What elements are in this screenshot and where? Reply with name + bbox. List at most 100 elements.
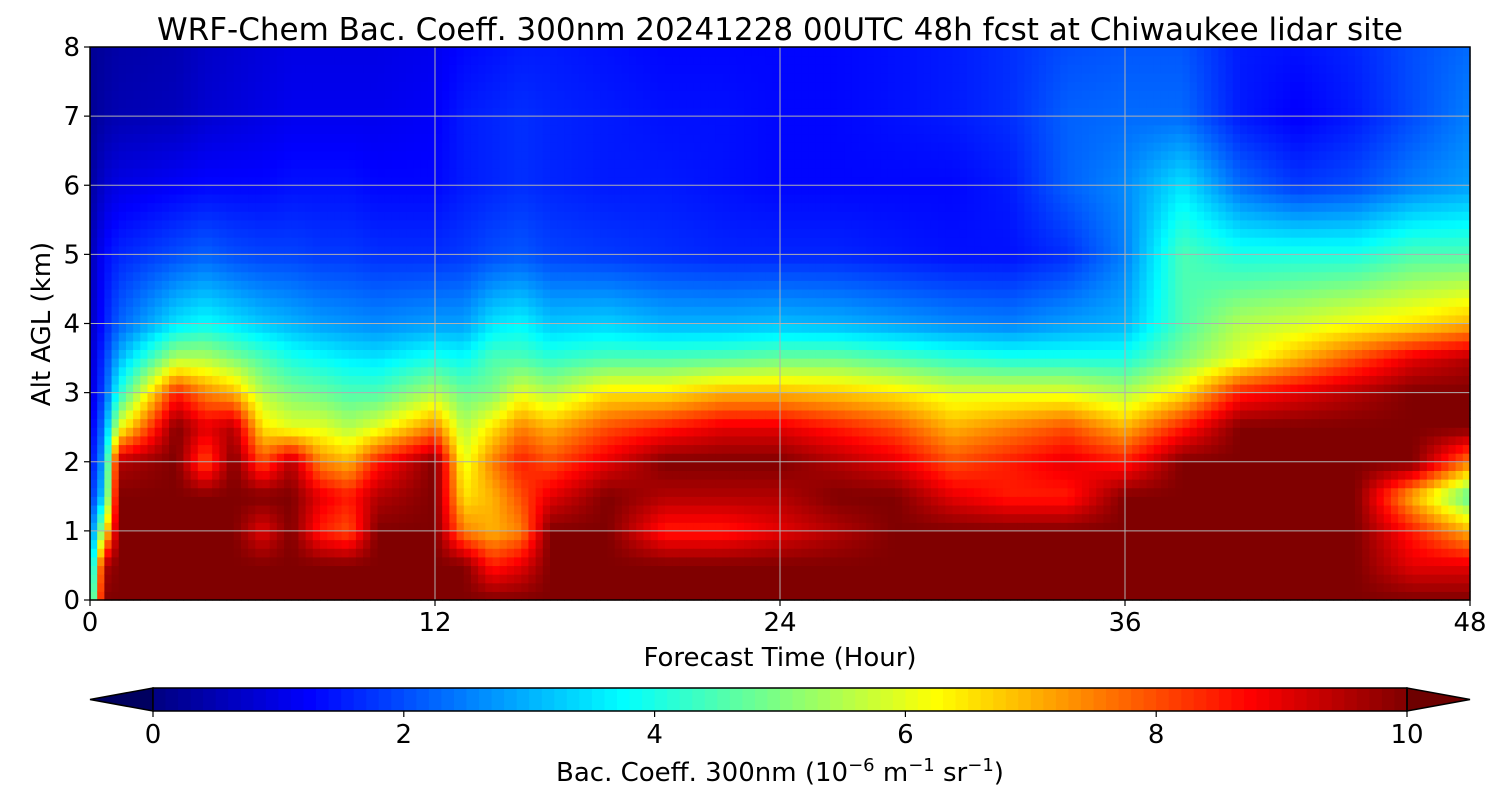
heatmap-cell — [571, 349, 580, 359]
heatmap-cell — [197, 591, 206, 601]
heatmap-cell — [557, 245, 565, 255]
heatmap-cell — [327, 159, 335, 169]
heatmap-cell — [499, 211, 508, 221]
heatmap-cell — [607, 245, 616, 255]
heatmap-cell — [291, 496, 300, 506]
heatmap-cell — [557, 418, 565, 428]
heatmap-cell — [420, 556, 429, 567]
heatmap-cell — [190, 219, 199, 230]
heatmap-cell — [312, 228, 321, 238]
heatmap-cell — [384, 133, 393, 143]
heatmap-cell — [636, 358, 645, 368]
heatmap-cell — [571, 219, 580, 230]
heatmap-cell — [334, 340, 343, 351]
heatmap-cell — [327, 185, 335, 195]
heatmap-cell — [320, 72, 328, 83]
heatmap-cell — [506, 64, 515, 74]
heatmap-cell — [125, 323, 134, 333]
heatmap-cell — [621, 409, 630, 420]
heatmap-cell — [485, 496, 494, 506]
heatmap-cell — [542, 219, 551, 230]
heatmap-cell — [413, 219, 422, 230]
heatmap-cell — [269, 185, 278, 195]
heatmap-cell — [413, 167, 422, 178]
heatmap-cell — [140, 349, 149, 359]
heatmap-cell — [133, 522, 141, 532]
heatmap-cell — [377, 237, 386, 247]
heatmap-cell — [176, 72, 185, 83]
heatmap-cell — [571, 479, 580, 489]
heatmap-cell — [298, 479, 307, 489]
heatmap-cell — [154, 237, 163, 247]
heatmap-cell — [614, 228, 623, 238]
heatmap-cell — [262, 306, 271, 316]
heatmap-cell — [133, 349, 141, 359]
heatmap-cell — [97, 496, 105, 506]
heatmap-cell — [391, 116, 400, 126]
heatmap-cell — [255, 55, 264, 65]
heatmap-cell — [571, 47, 580, 57]
heatmap-cell — [205, 142, 213, 152]
heatmap-cell — [291, 539, 300, 549]
heatmap-cell — [571, 98, 580, 109]
heatmap-cell — [312, 107, 321, 117]
heatmap-cell — [219, 306, 228, 316]
heatmap-cell — [470, 81, 479, 91]
heatmap-cell — [427, 263, 436, 273]
heatmap-cell — [449, 461, 458, 471]
heatmap-cell — [240, 297, 249, 307]
heatmap-cell — [334, 81, 343, 91]
heatmap-cell — [327, 167, 335, 178]
heatmap-cell — [355, 349, 364, 359]
heatmap-cell — [154, 72, 163, 83]
heatmap-cell — [269, 133, 278, 143]
heatmap-cell — [276, 539, 285, 549]
heatmap-cell — [506, 427, 515, 437]
heatmap-cell — [370, 211, 379, 221]
heatmap-cell — [276, 202, 285, 212]
heatmap-cell — [190, 565, 199, 575]
heatmap-cell — [621, 435, 630, 446]
heatmap-cell — [578, 98, 587, 109]
heatmap-cell — [607, 176, 616, 186]
heatmap-cell — [377, 383, 386, 394]
heatmap-cell — [97, 401, 105, 411]
heatmap-cell — [305, 470, 314, 480]
heatmap-cell — [284, 107, 292, 117]
heatmap-cell — [212, 64, 220, 74]
heatmap-cell — [391, 142, 400, 152]
heatmap-cell — [226, 513, 235, 523]
heatmap-cell — [585, 124, 594, 135]
heatmap-cell — [140, 159, 149, 169]
heatmap-cell — [384, 271, 393, 281]
heatmap-cell — [212, 297, 220, 307]
heatmap-cell — [298, 297, 307, 307]
heatmap-cell — [607, 435, 616, 446]
heatmap-cell — [255, 487, 264, 497]
heatmap-cell — [456, 496, 465, 506]
heatmap-cell — [413, 548, 422, 558]
heatmap-cell — [111, 314, 120, 325]
heatmap-cell — [320, 444, 328, 454]
heatmap-cell — [456, 288, 465, 299]
heatmap-cell — [420, 116, 429, 126]
heatmap-cell — [442, 470, 450, 480]
heatmap-cell — [391, 176, 400, 186]
heatmap-cell — [629, 98, 637, 109]
heatmap-cell — [341, 427, 350, 437]
heatmap-cell — [197, 366, 206, 376]
heatmap-cell — [255, 314, 264, 325]
heatmap-cell — [406, 297, 415, 307]
heatmap-cell — [298, 81, 307, 91]
heatmap-cell — [233, 530, 242, 541]
heatmap-cell — [226, 185, 235, 195]
heatmap-cell — [125, 556, 134, 567]
heatmap-cell — [219, 435, 228, 446]
heatmap-cell — [391, 314, 400, 325]
heatmap-cell — [212, 124, 220, 135]
heatmap-cell — [478, 470, 486, 480]
heatmap-cell — [255, 98, 264, 109]
heatmap-cell — [363, 133, 371, 143]
heatmap-cell — [363, 323, 371, 333]
heatmap-cell — [104, 418, 113, 428]
